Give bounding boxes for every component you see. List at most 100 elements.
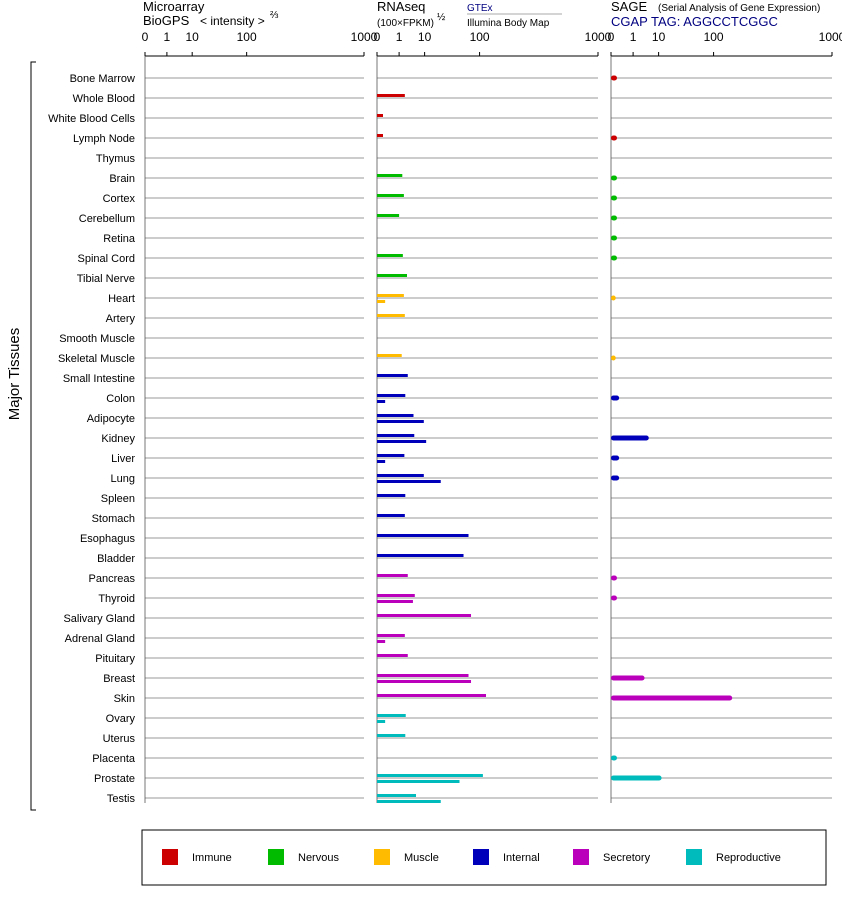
tissue-label: Artery	[106, 313, 136, 325]
bar-gtex	[377, 694, 487, 697]
tissue-label: Salivary Gland	[63, 613, 135, 625]
bar-sage	[611, 695, 733, 701]
sage-tick-label: 1000	[819, 30, 842, 44]
tissue-label: Retina	[103, 233, 136, 245]
rnaseq-tick-label: 1	[396, 30, 403, 44]
tissue-label: Bone Marrow	[70, 73, 135, 85]
legend-label-internal: Internal	[503, 852, 540, 864]
tissue-label: Tibial Nerve	[77, 273, 135, 285]
tissue-label: Breast	[103, 673, 135, 685]
sage-title: SAGE	[611, 0, 647, 14]
legend-label-immune: Immune	[192, 852, 232, 864]
tissue-label: Skeletal Muscle	[58, 353, 135, 365]
grid-layer	[145, 77, 832, 799]
legend-swatch-internal	[473, 849, 489, 865]
microarray-tick-label: 0	[142, 30, 149, 44]
bar-gtex	[377, 314, 405, 317]
sage-tick-label: 10	[652, 30, 666, 44]
bar-gtex	[377, 274, 407, 277]
bar-sage	[611, 175, 617, 181]
bar-gtex	[377, 494, 406, 497]
bar-gtex	[377, 714, 406, 717]
bar-illumina-body-map	[377, 600, 413, 603]
axes-layer: 011010010000110100100001101001000	[142, 30, 842, 803]
rnaseq-tick-label: 10	[418, 30, 432, 44]
bar-gtex	[377, 374, 408, 377]
tissue-label: Thyroid	[98, 593, 135, 605]
rnaseq-tick-label: 1000	[585, 30, 612, 44]
tissue-label: Ovary	[106, 713, 136, 725]
bar-gtex	[377, 194, 404, 197]
bar-gtex	[377, 574, 408, 577]
legend-swatch-immune	[162, 849, 178, 865]
tissue-label: Small Intestine	[63, 373, 135, 385]
bar-gtex	[377, 774, 483, 777]
bar-gtex	[377, 174, 403, 177]
bar-illumina-body-map	[377, 460, 386, 463]
bar-sage	[611, 395, 620, 401]
sage-tag-label: CGAP TAG: AGGCCTCGGC	[611, 14, 778, 29]
microarray-tick-label: 1000	[351, 30, 378, 44]
microarray-tick-label: 100	[237, 30, 257, 44]
bar-sage	[611, 355, 616, 361]
sage-tick-label: 100	[704, 30, 724, 44]
bar-illumina-body-map	[377, 420, 424, 423]
tissue-label: Spleen	[101, 493, 135, 505]
bar-gtex	[377, 554, 464, 557]
bar-gtex	[377, 534, 469, 537]
tissue-label: Pancreas	[89, 573, 136, 585]
bar-illumina-body-map	[377, 720, 386, 723]
tissue-label: Skin	[114, 693, 135, 705]
rnaseq-tick-label: 100	[470, 30, 490, 44]
legend-box	[141, 829, 827, 886]
bar-gtex	[377, 114, 383, 117]
bar-sage	[611, 595, 617, 601]
tissue-labels: Bone Marrow Whole Blood White Blood Cells L…	[48, 73, 136, 805]
bar-sage	[611, 675, 645, 681]
tissue-label: White Blood Cells	[48, 113, 135, 125]
bar-illumina-body-map	[377, 780, 460, 783]
bar-gtex	[377, 674, 469, 677]
bar-illumina-body-map	[377, 640, 386, 643]
tissue-label: Bladder	[97, 553, 135, 565]
tissue-label: Cerebellum	[79, 213, 135, 225]
rnaseq-unit-exponent: ½	[437, 12, 446, 23]
bar-gtex	[377, 294, 404, 297]
tissue-label: Esophagus	[80, 533, 136, 545]
legend-swatch-reproductive	[686, 849, 702, 865]
microarray-title: Microarray	[143, 0, 205, 14]
bar-gtex	[377, 134, 383, 137]
bar-sage	[611, 455, 620, 461]
microarray-intensity-label: < intensity >	[200, 14, 265, 28]
bar-illumina-body-map	[377, 480, 441, 483]
legend: Immune Nervous Muscle Internal Secretory Repr…	[162, 849, 781, 865]
tissue-label: Whole Blood	[73, 93, 135, 105]
bar-gtex	[377, 794, 417, 797]
bar-sage	[611, 235, 617, 241]
bar-gtex	[377, 734, 406, 737]
tissue-label: Liver	[111, 453, 135, 465]
bar-gtex	[377, 94, 405, 97]
tissue-label: Heart	[108, 293, 135, 305]
bar-gtex	[377, 454, 405, 457]
microarray-subtitle: BioGPS	[143, 13, 190, 28]
rnaseq-legend-gtex: GTEx	[467, 3, 493, 14]
bar-sage	[611, 575, 617, 581]
bar-gtex	[377, 654, 408, 657]
sage-tick-label: 1	[630, 30, 637, 44]
microarray-tick-label: 10	[186, 30, 200, 44]
tissue-label: Uterus	[103, 733, 136, 745]
bar-gtex	[377, 414, 414, 417]
rnaseq-legend-ibm: Illumina Body Map	[467, 18, 550, 29]
bar-gtex	[377, 474, 424, 477]
bar-gtex	[377, 634, 405, 637]
bar-gtex	[377, 214, 400, 217]
legend-swatch-muscle	[374, 849, 390, 865]
bar-illumina-body-map	[377, 400, 386, 403]
bar-sage	[611, 195, 617, 201]
legend-label-nervous: Nervous	[298, 852, 339, 864]
bar-sage	[611, 215, 617, 221]
tissue-label: Cortex	[103, 193, 136, 205]
bar-gtex	[377, 594, 415, 597]
y-axis-bracket	[30, 61, 36, 811]
